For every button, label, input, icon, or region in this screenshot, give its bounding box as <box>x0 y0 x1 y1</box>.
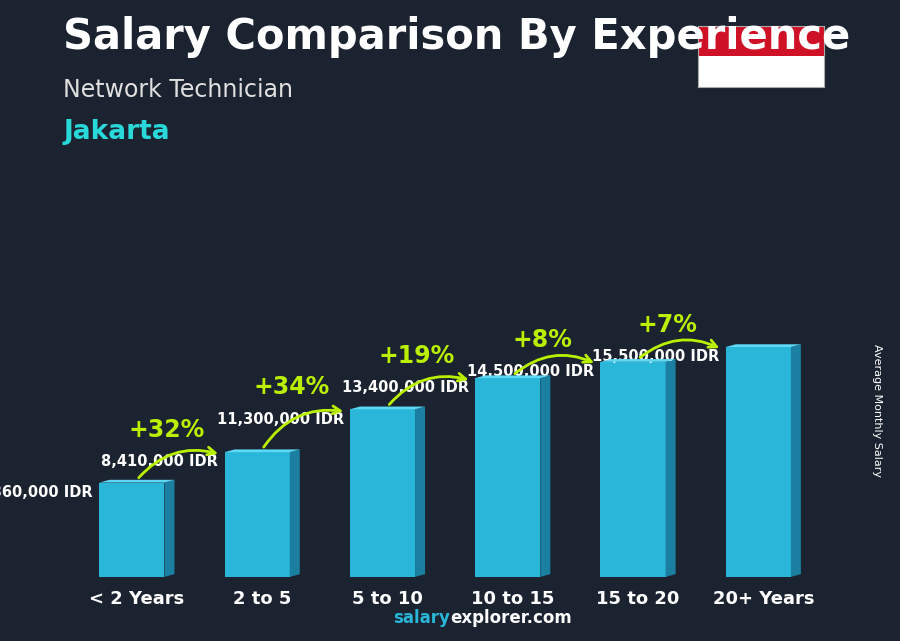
Text: 10 to 15: 10 to 15 <box>471 590 554 608</box>
Text: < 2 Years: < 2 Years <box>89 590 184 608</box>
Text: 2 to 5: 2 to 5 <box>233 590 292 608</box>
Text: +34%: +34% <box>254 375 329 399</box>
Bar <box>350 410 415 577</box>
Text: 6,360,000 IDR: 6,360,000 IDR <box>0 485 93 500</box>
Polygon shape <box>666 359 676 577</box>
Text: +32%: +32% <box>128 418 204 442</box>
Bar <box>475 378 540 577</box>
Polygon shape <box>350 406 425 410</box>
Bar <box>99 483 165 577</box>
FancyArrowPatch shape <box>390 373 465 404</box>
Text: +7%: +7% <box>637 313 698 337</box>
Polygon shape <box>165 480 175 577</box>
Text: 20+ Years: 20+ Years <box>713 590 814 608</box>
Polygon shape <box>475 376 550 378</box>
Bar <box>725 347 791 577</box>
Text: Average Monthly Salary: Average Monthly Salary <box>872 344 883 477</box>
Text: 8,410,000 IDR: 8,410,000 IDR <box>102 454 219 469</box>
FancyArrowPatch shape <box>264 406 340 447</box>
Polygon shape <box>415 406 425 577</box>
Polygon shape <box>725 344 801 347</box>
Text: salary: salary <box>393 609 450 627</box>
Bar <box>698 26 824 56</box>
Polygon shape <box>540 376 550 577</box>
Bar <box>225 452 290 577</box>
Text: 13,400,000 IDR: 13,400,000 IDR <box>342 381 469 395</box>
Text: 15,500,000 IDR: 15,500,000 IDR <box>592 349 719 364</box>
Bar <box>698 56 824 87</box>
Polygon shape <box>600 359 676 362</box>
Polygon shape <box>225 449 300 452</box>
FancyArrowPatch shape <box>139 447 215 478</box>
Text: +8%: +8% <box>512 328 572 351</box>
Text: 14,500,000 IDR: 14,500,000 IDR <box>467 364 594 379</box>
Text: 11,300,000 IDR: 11,300,000 IDR <box>217 412 344 427</box>
Text: Network Technician: Network Technician <box>63 78 293 102</box>
Polygon shape <box>791 344 801 577</box>
Text: 15 to 20: 15 to 20 <box>597 590 680 608</box>
Polygon shape <box>99 480 175 483</box>
Polygon shape <box>290 449 300 577</box>
Text: Salary Comparison By Experience: Salary Comparison By Experience <box>63 16 850 58</box>
FancyArrowPatch shape <box>640 340 716 358</box>
FancyArrowPatch shape <box>515 355 591 374</box>
Bar <box>600 362 666 577</box>
Text: 5 to 10: 5 to 10 <box>352 590 423 608</box>
Text: +19%: +19% <box>379 344 455 368</box>
Text: Jakarta: Jakarta <box>63 119 169 145</box>
Text: explorer.com: explorer.com <box>450 609 572 627</box>
